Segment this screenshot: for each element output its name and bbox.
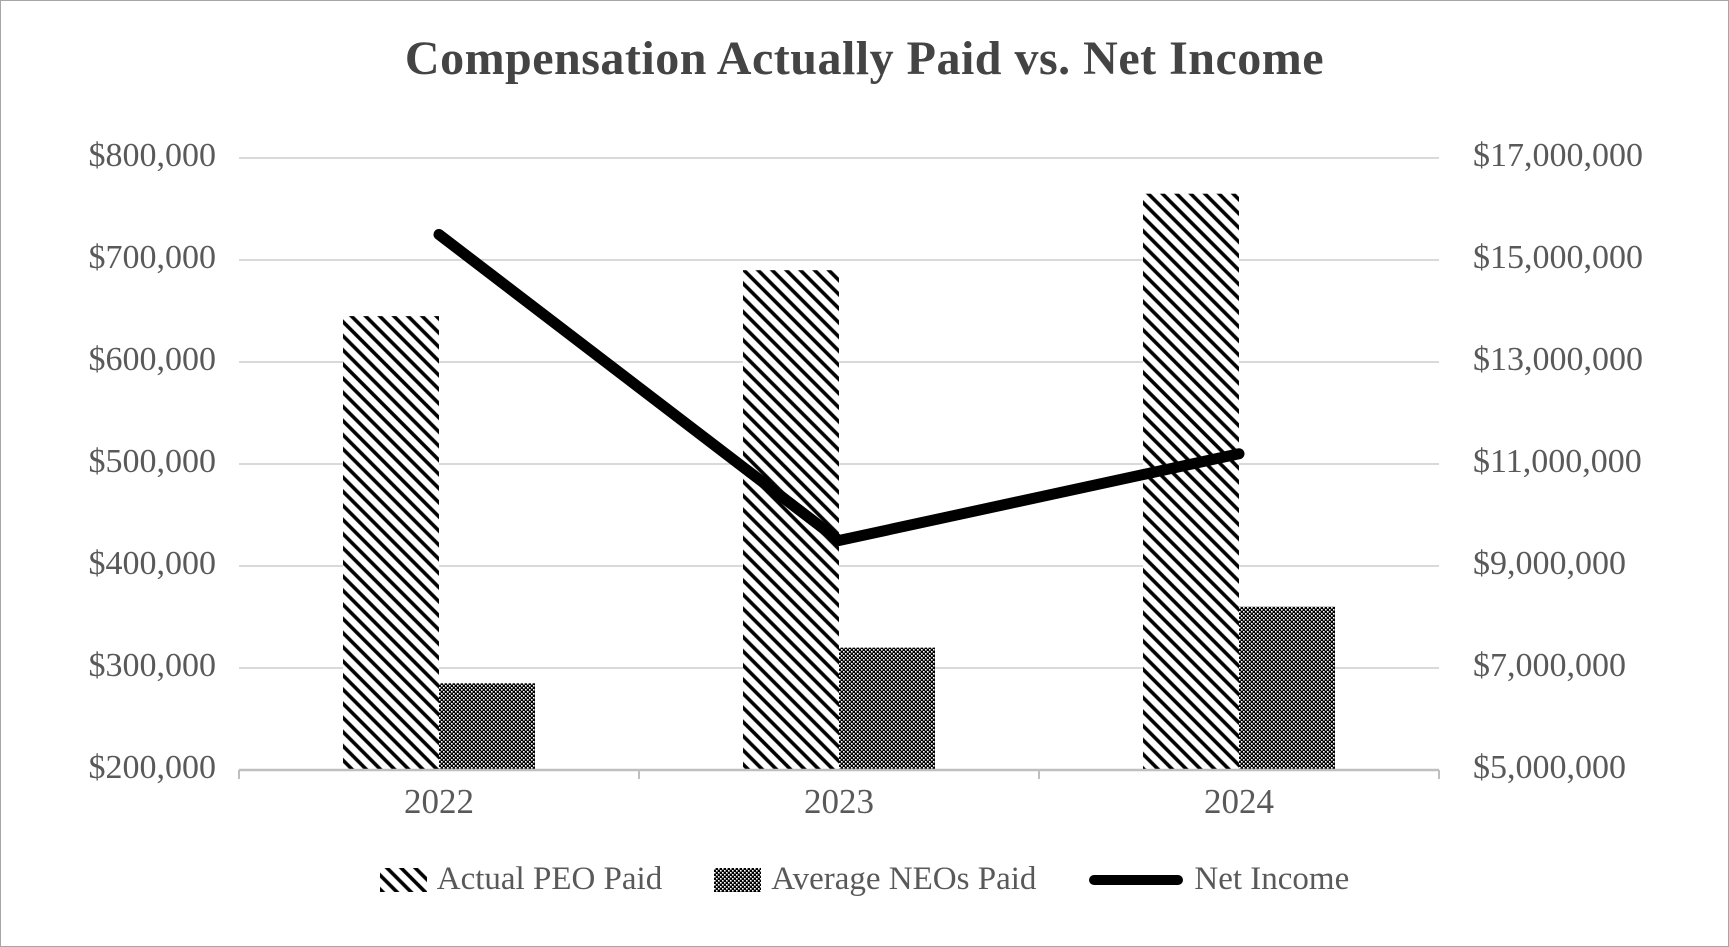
x-axis-category-label: 2022 (404, 782, 474, 821)
left-axis-tick-label: $500,000 (89, 443, 217, 480)
right-axis-tick-label: $13,000,000 (1473, 341, 1643, 378)
average-neos-paid-swatch-icon (714, 867, 762, 892)
left-axis-tick-label: $800,000 (89, 137, 217, 174)
left-axis-tick-label: $700,000 (89, 239, 217, 276)
bar-average-neos-paid-2022 (439, 683, 535, 770)
legend-label-net-income: Net Income (1194, 861, 1350, 897)
bar-average-neos-paid-2024 (1239, 606, 1335, 770)
net-income-line (433, 229, 1245, 546)
left-axis-tick-label: $300,000 (89, 647, 217, 684)
chart-title: Compensation Actually Paid vs. Net Incom… (404, 32, 1325, 85)
actual-peo-paid-swatch-icon (379, 867, 427, 892)
x-axis-category-label: 2023 (804, 782, 874, 821)
left-axis-tick-label: $600,000 (89, 341, 217, 378)
legend-item-net-income: Net Income (1088, 861, 1349, 898)
right-axis-tick-label: $5,000,000 (1473, 749, 1626, 786)
right-axis-tick-label: $9,000,000 (1473, 545, 1626, 582)
right-axis-tick-label: $11,000,000 (1473, 443, 1642, 480)
left-axis-tick-label: $400,000 (89, 545, 217, 582)
net-income-line-swatch-icon (1089, 874, 1184, 885)
bar-actual-peo-paid-2024 (1143, 193, 1239, 770)
bar-average-neos-paid-2023 (839, 647, 935, 770)
bar-actual-peo-paid-2023 (743, 270, 839, 770)
right-axis-tick-label: $15,000,000 (1473, 239, 1643, 276)
legend-item-actual-peo-paid: Actual PEO Paid (379, 861, 663, 898)
right-axis-tick-label: $7,000,000 (1473, 647, 1626, 684)
left-axis-tick-label: $200,000 (89, 749, 217, 786)
chart-legend: Actual PEO Paid Average NEOs Paid Net In… (1, 861, 1728, 898)
legend-label-average-neos-paid: Average NEOs Paid (771, 861, 1037, 897)
bar-actual-peo-paid-2022 (343, 316, 439, 770)
legend-item-average-neos-paid: Average NEOs Paid (714, 861, 1036, 898)
legend-label-actual-peo-paid: Actual PEO Paid (436, 861, 663, 897)
right-axis-tick-label: $17,000,000 (1473, 137, 1643, 174)
x-axis-category-label: 2024 (1204, 782, 1274, 821)
